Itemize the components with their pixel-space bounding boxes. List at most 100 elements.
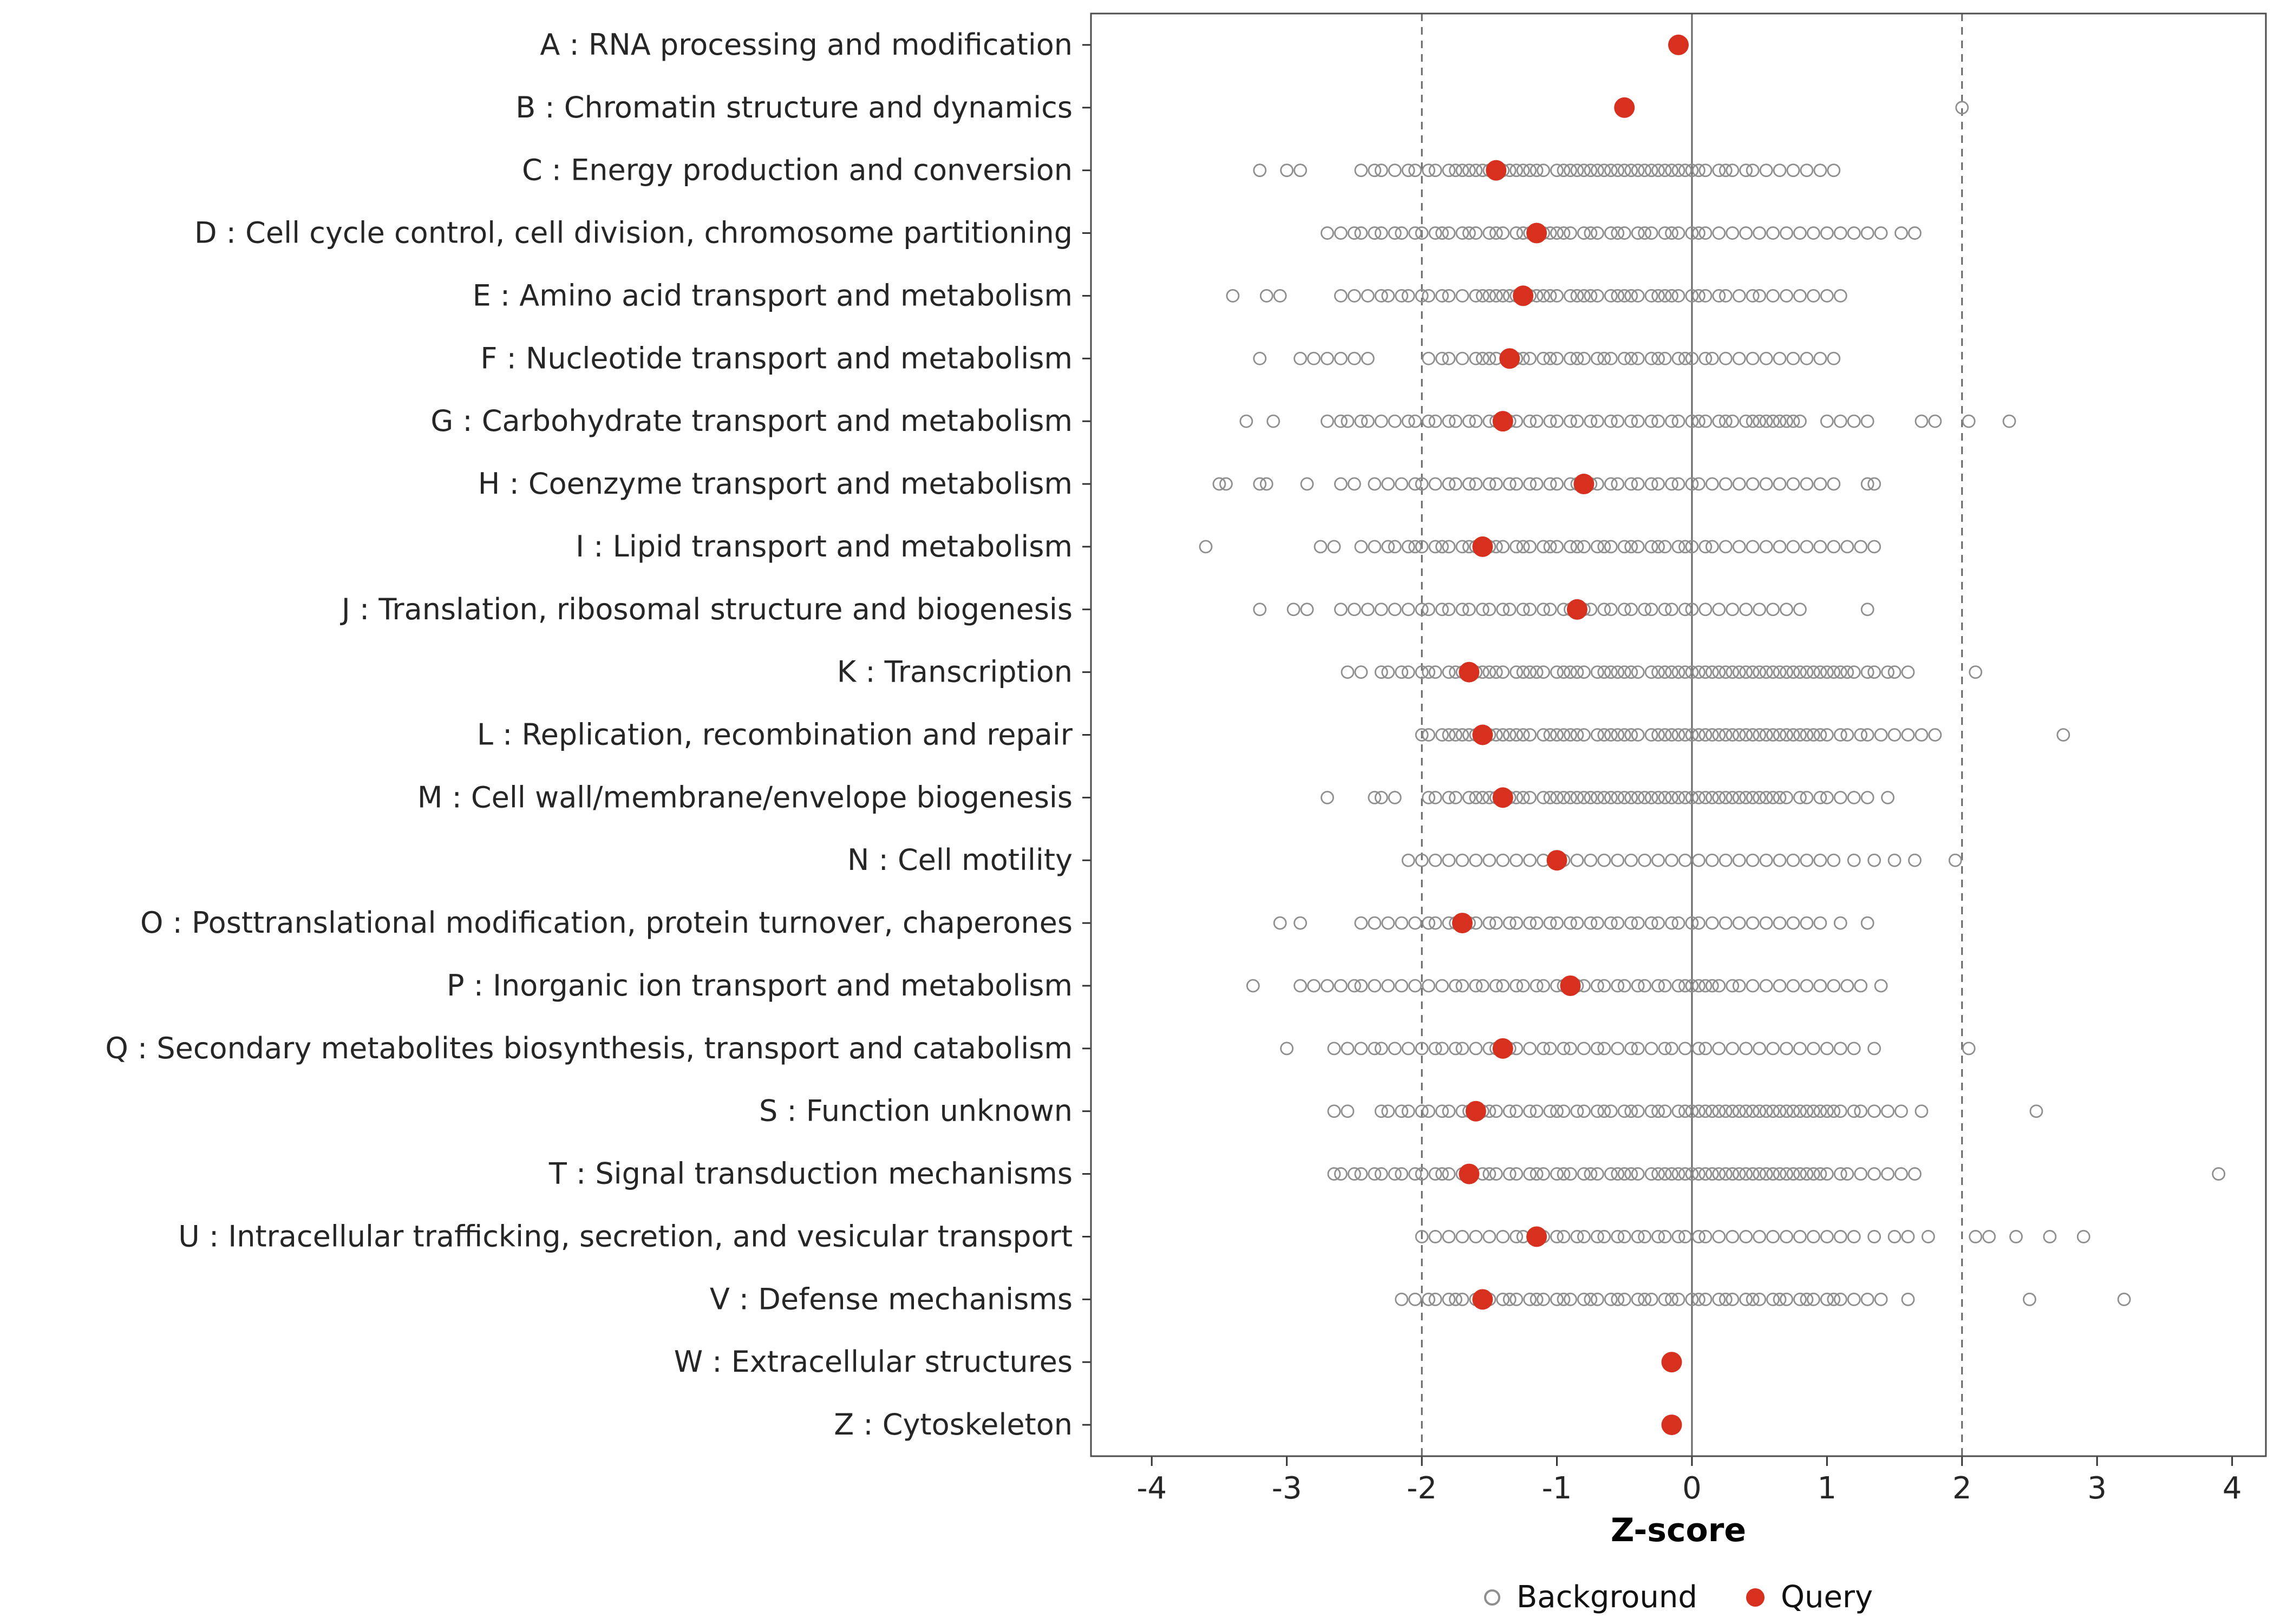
background-point <box>1665 728 1678 742</box>
query-point <box>1472 536 1493 557</box>
category-label: D : Cell cycle control, cell division, c… <box>194 216 1073 250</box>
background-point <box>1671 163 1685 178</box>
background-point <box>1726 163 1740 178</box>
background-point <box>1759 665 1773 679</box>
background-point <box>1415 1104 1429 1118</box>
background-point <box>1914 414 1929 428</box>
legend-item-query: Query <box>1746 1580 1873 1615</box>
background-point <box>1550 728 1564 742</box>
background-point <box>1671 790 1685 804</box>
background-point <box>1597 853 1611 867</box>
background-point <box>1773 728 1787 742</box>
background-point <box>1300 603 1314 617</box>
background-point <box>1597 603 1611 617</box>
background-point <box>1489 979 1503 993</box>
background-point <box>2076 1230 2090 1243</box>
background-point <box>1550 916 1564 930</box>
background-point <box>1867 540 1881 554</box>
category-label: K : Transcription <box>837 655 1073 689</box>
background-point <box>1624 163 1638 178</box>
background-point <box>1415 289 1429 303</box>
background-point <box>1827 1292 1841 1306</box>
background-point <box>1482 1167 1497 1181</box>
background-point <box>1510 477 1524 491</box>
background-point <box>1523 163 1537 178</box>
background-point <box>1401 1104 1415 1118</box>
background-point <box>1590 916 1604 930</box>
background-point <box>1469 790 1483 804</box>
background-point <box>1523 351 1537 365</box>
background-point <box>1807 226 1820 240</box>
background-point <box>1698 728 1713 742</box>
background-point <box>1570 540 1584 554</box>
background-point <box>1780 1042 1793 1056</box>
background-point <box>1665 226 1678 240</box>
background-point <box>1624 916 1638 930</box>
background-point <box>1766 603 1780 617</box>
background-point <box>1847 414 1861 428</box>
background-point <box>1624 1104 1638 1118</box>
background-point <box>1962 414 1976 428</box>
background-point <box>1780 728 1793 742</box>
background-point <box>1564 289 1577 303</box>
background-point <box>1718 351 1733 365</box>
background-point <box>1347 289 1361 303</box>
background-point <box>1644 226 1658 240</box>
background-point <box>1847 226 1861 240</box>
background-point <box>1759 728 1773 742</box>
category-label: L : Replication, recombination and repai… <box>477 718 1073 752</box>
background-point <box>1698 603 1713 617</box>
category-label: Q : Secondary metabolites biosynthesis, … <box>105 1031 1073 1065</box>
background-point <box>1644 477 1658 491</box>
background-point <box>1422 603 1435 617</box>
background-point <box>1969 665 1983 679</box>
background-point <box>1624 603 1638 617</box>
background-point <box>1449 1292 1462 1306</box>
background-point <box>1665 1292 1678 1306</box>
background-point <box>1489 916 1503 930</box>
background-point <box>1259 289 1273 303</box>
background-point <box>1644 603 1658 617</box>
background-point <box>1624 414 1638 428</box>
background-point <box>1833 665 1847 679</box>
background-point <box>1692 1042 1706 1056</box>
background-point <box>1833 1292 1847 1306</box>
background-point <box>1259 477 1273 491</box>
background-point <box>1516 665 1530 679</box>
background-point <box>1368 916 1382 930</box>
background-point <box>1590 540 1604 554</box>
background-point <box>1692 1292 1706 1306</box>
background-point <box>1543 477 1557 491</box>
background-point <box>1800 1104 1814 1118</box>
background-point <box>1658 603 1672 617</box>
background-point <box>1854 540 1868 554</box>
background-point <box>1374 226 1388 240</box>
background-point <box>1354 540 1368 554</box>
background-point <box>1564 414 1577 428</box>
background-point <box>1773 916 1787 930</box>
background-point <box>1840 1167 1854 1181</box>
background-point <box>1901 665 1915 679</box>
background-point <box>1321 979 1334 993</box>
background-point <box>1658 1042 1672 1056</box>
background-point <box>1928 414 1942 428</box>
background-point <box>1712 603 1726 617</box>
background-point <box>1698 414 1713 428</box>
background-point <box>1786 979 1800 993</box>
background-point <box>1746 414 1760 428</box>
background-point <box>1530 916 1544 930</box>
background-point <box>1442 853 1456 867</box>
background-point <box>1773 540 1787 554</box>
background-point <box>1955 101 1969 115</box>
background-point <box>1658 289 1672 303</box>
background-point <box>1442 289 1456 303</box>
background-point <box>1887 1230 1901 1243</box>
background-point <box>1800 916 1814 930</box>
background-point <box>1705 853 1719 867</box>
background-point <box>1692 163 1706 178</box>
background-point <box>1401 163 1415 178</box>
query-point <box>1459 662 1480 683</box>
background-point <box>1651 414 1665 428</box>
background-point <box>1577 540 1591 554</box>
